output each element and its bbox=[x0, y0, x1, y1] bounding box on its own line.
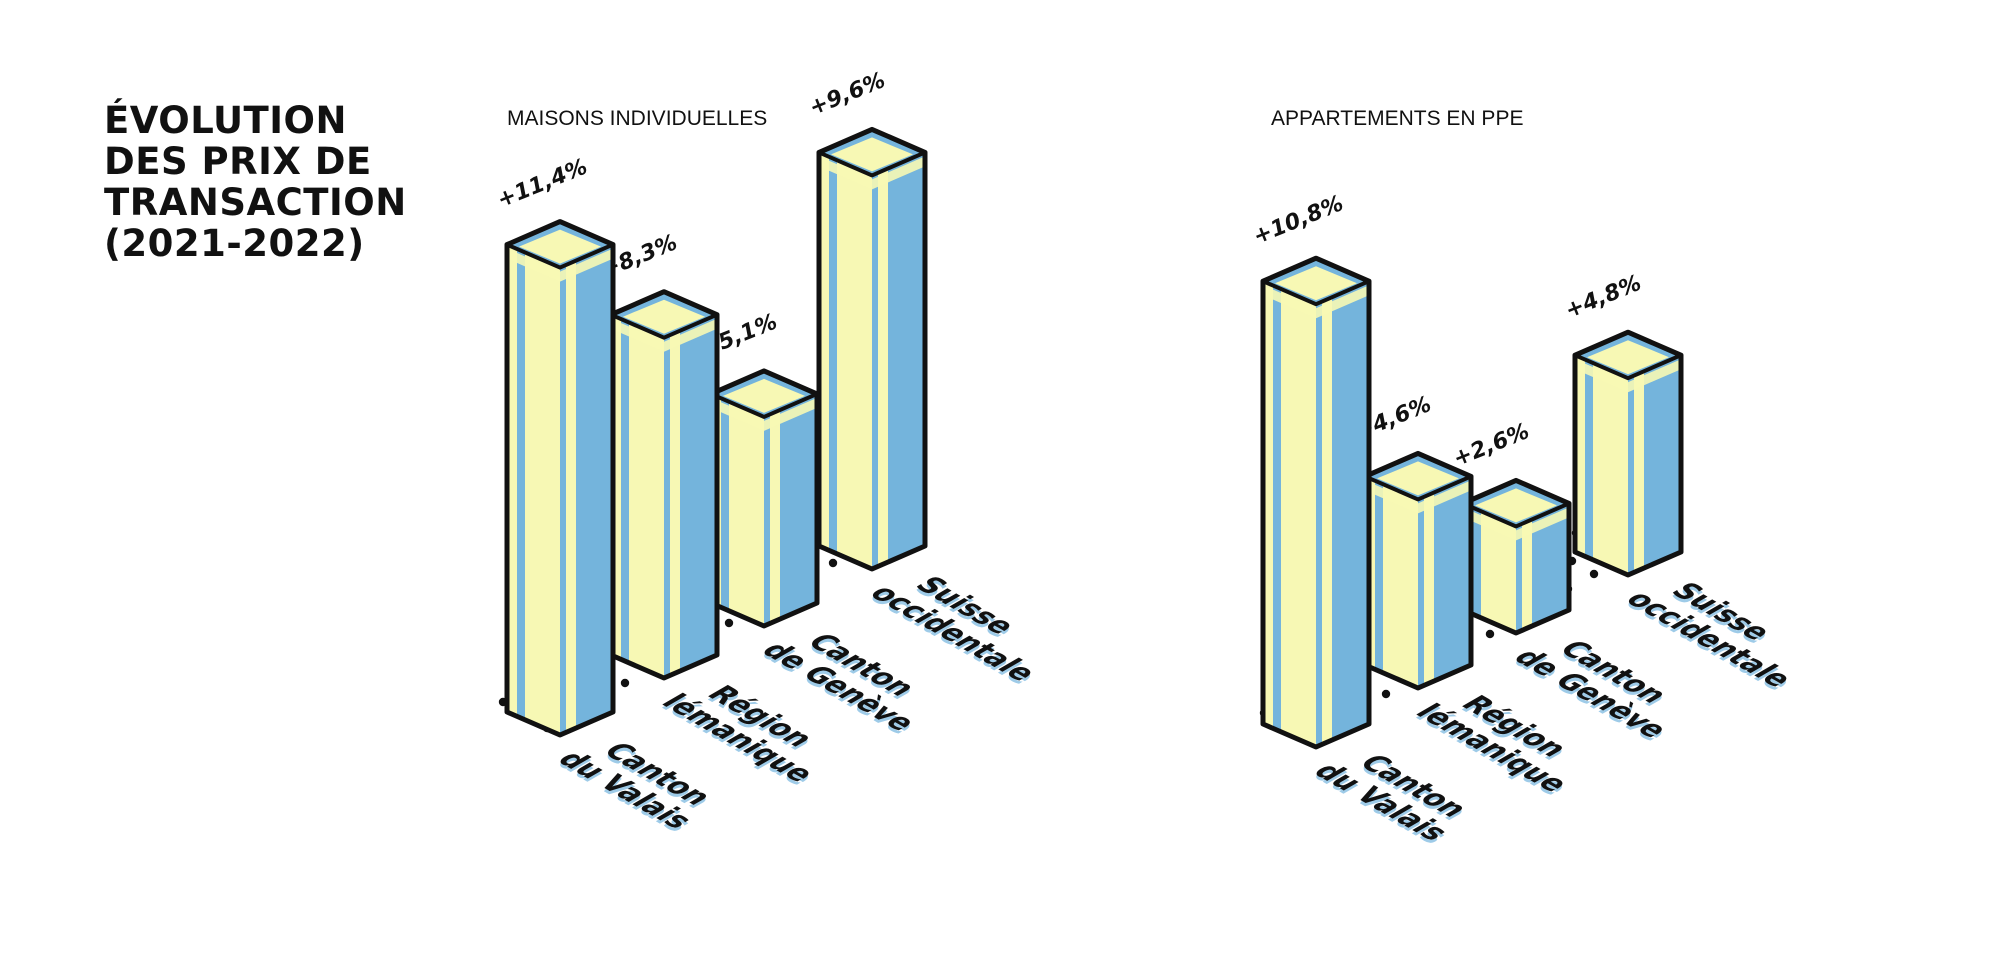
bar-highlight bbox=[829, 157, 837, 555]
bar-top-inner bbox=[519, 229, 601, 264]
bar-highlight bbox=[1375, 481, 1383, 674]
chart-main-title: ÉVOLUTION DES PRIX DE TRANSACTION (2021-… bbox=[104, 100, 407, 264]
bar-top-band bbox=[711, 397, 817, 431]
panel-appartements-ppe: APPARTEMENTS EN PPE+4,8%+2,6%+4,6%+10,8%… bbox=[1250, 107, 1801, 849]
value-label: +2,6% bbox=[1450, 419, 1533, 472]
bar-outline bbox=[1364, 474, 1472, 502]
bar-left-face bbox=[611, 314, 664, 678]
bar bbox=[608, 289, 720, 681]
bar-top-inner bbox=[623, 299, 705, 334]
floor-dot bbox=[828, 558, 838, 568]
bar-top-inner bbox=[1475, 488, 1557, 523]
bar-outline bbox=[506, 242, 614, 270]
bar bbox=[1362, 450, 1474, 691]
bar-top-band bbox=[611, 318, 717, 352]
bar-top-band bbox=[1365, 480, 1471, 514]
bar-highlight bbox=[770, 407, 780, 623]
bar-top-inner bbox=[1587, 340, 1669, 375]
bar-top-band bbox=[507, 248, 613, 282]
bar-highlight bbox=[878, 166, 888, 566]
bar-highlight bbox=[1585, 360, 1593, 561]
bar-left-face bbox=[507, 244, 560, 735]
bar-outline bbox=[1462, 501, 1570, 529]
title-line: TRANSACTION bbox=[104, 181, 407, 224]
bar bbox=[1460, 477, 1572, 636]
value-label: +11,4% bbox=[494, 154, 591, 213]
value-label: +9,6% bbox=[806, 68, 889, 121]
bar-outline bbox=[610, 312, 718, 340]
bar-highlight bbox=[670, 328, 680, 675]
panel-maisons-individuelles: MAISONS INDIVIDUELLES +9,6%+5,1%+8,3%+11,… bbox=[494, 68, 1045, 837]
bar bbox=[1572, 329, 1684, 578]
panel-title: APPARTEMENTS EN PPE bbox=[1271, 107, 1523, 130]
bar-highlight bbox=[566, 258, 576, 732]
bar-top-inner bbox=[1377, 461, 1459, 496]
bar-outline bbox=[504, 219, 616, 738]
bar-outline bbox=[818, 150, 926, 178]
bar-highlight bbox=[1273, 286, 1281, 733]
bar-left-face bbox=[1263, 281, 1316, 747]
bar-highlight bbox=[1322, 295, 1332, 744]
bar-top-band bbox=[819, 156, 925, 190]
bar-outline bbox=[710, 392, 818, 419]
bar-highlight bbox=[721, 398, 729, 612]
floor-dot bbox=[1381, 689, 1391, 699]
bar-left-face bbox=[819, 152, 872, 569]
bar-highlight bbox=[621, 319, 629, 664]
bar bbox=[816, 126, 928, 572]
bar-outline bbox=[1260, 255, 1372, 750]
value-label: +10,8% bbox=[1250, 191, 1347, 250]
bar-highlight bbox=[1634, 369, 1644, 572]
bar-top-inner bbox=[831, 137, 913, 172]
floor-dot bbox=[1589, 569, 1599, 579]
title-line: ÉVOLUTION bbox=[104, 99, 347, 142]
bar bbox=[504, 219, 616, 738]
floor-dot bbox=[620, 678, 630, 688]
bar-top-inner bbox=[723, 378, 805, 413]
bar-outline bbox=[1262, 279, 1370, 307]
title-line: DES PRIX DE bbox=[104, 140, 372, 183]
floor-dot bbox=[724, 618, 734, 628]
bar-top-band bbox=[1463, 507, 1569, 541]
bar-highlight bbox=[1424, 490, 1434, 685]
bar-highlight bbox=[1473, 508, 1481, 619]
bar-outline bbox=[1572, 329, 1684, 578]
bar-top-band bbox=[1575, 359, 1681, 393]
floor-dot bbox=[1485, 629, 1495, 639]
panel-title: MAISONS INDIVIDUELLES bbox=[507, 107, 767, 130]
bar-highlight bbox=[1522, 517, 1532, 630]
value-label: +4,8% bbox=[1562, 271, 1645, 324]
title-line: (2021-2022) bbox=[104, 222, 365, 265]
bar-top-band bbox=[1263, 285, 1369, 319]
bar-top-inner bbox=[1275, 266, 1357, 301]
bar-outline bbox=[1574, 353, 1682, 381]
bar-highlight bbox=[517, 249, 525, 721]
bar bbox=[708, 368, 820, 629]
bar bbox=[1260, 255, 1372, 750]
